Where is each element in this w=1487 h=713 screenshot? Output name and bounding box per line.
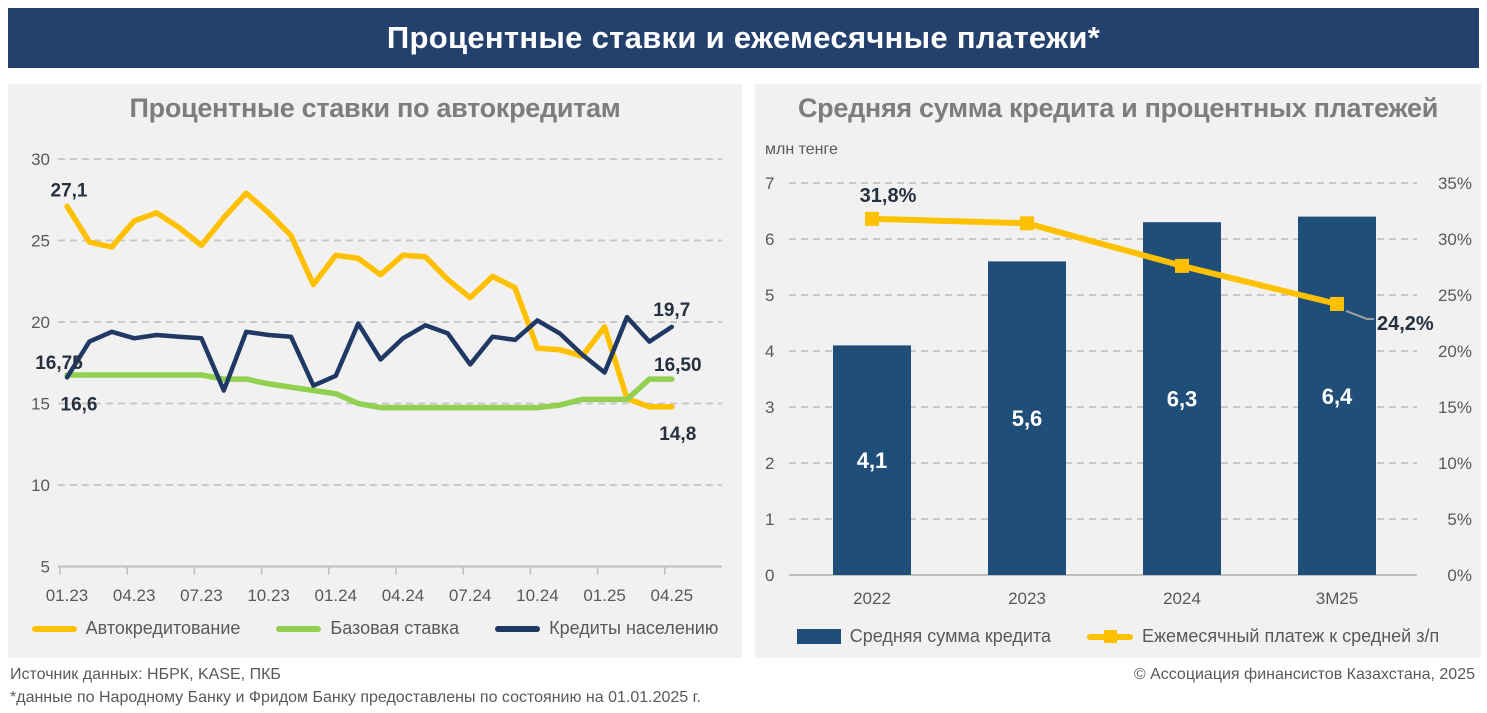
left-axis-tick-label: 2 xyxy=(765,454,774,473)
legend-label-autolending: Автокредитование xyxy=(85,618,241,638)
point-data-label: 27,1 xyxy=(51,180,88,201)
left-axis-unit-label: млн тенге xyxy=(765,141,838,158)
point-data-label: 16,75 xyxy=(35,353,83,374)
right-axis-tick-label: 25% xyxy=(1438,286,1472,305)
y-axis-tick-label: 5 xyxy=(41,558,50,577)
y-axis-tick-label: 20 xyxy=(31,313,50,332)
x-axis-tick-label: 04.25 xyxy=(651,586,694,605)
auto-loan-rates-panel: Процентные ставки по автокредитам 30 25 20… xyxy=(8,84,742,658)
payment-ratio-line xyxy=(871,215,1338,307)
avg-loan-panel: Средняя сумма кредита и процентных плате… xyxy=(755,84,1481,658)
bar-value-label: 6,3 xyxy=(1167,387,1198,412)
right-axis-tick-label: 30% xyxy=(1438,230,1472,249)
auto-loan-rates-line-chart: 30 25 20 15 10 5 01.23 04.23 07.23 10.23 01.24 04.2… xyxy=(31,150,722,605)
data-source-note: Источник данных: НБРК, KASE, ПКБ xyxy=(10,666,281,683)
legend-label-avg-loan: Средняя сумма кредита xyxy=(849,626,1051,646)
monthly-payment-line-swatch xyxy=(1086,629,1133,643)
right-axis-tick-label: 35% xyxy=(1438,174,1472,193)
x-axis-category-label: 2024 xyxy=(1163,589,1201,608)
copyright-note: © Ассоциация финансистов Казахстана, 202… xyxy=(1133,666,1475,683)
left-chart-title: Процентные ставки по автокредитам xyxy=(129,93,621,123)
line-marker xyxy=(1330,296,1344,311)
household-loans-line-swatch xyxy=(495,625,541,632)
left-axis-tick-label: 6 xyxy=(765,230,774,249)
bar-2022 xyxy=(833,345,911,575)
right-axis-tick-label: 10% xyxy=(1438,454,1472,473)
label-leader-line xyxy=(1345,310,1374,320)
legend-item-autolending: Автокредитование xyxy=(31,618,241,639)
left-axis-tick-label: 3 xyxy=(765,398,774,417)
legend-item-base-rate: Базовая ставка xyxy=(276,618,459,639)
x-axis-category-label: 3М25 xyxy=(1316,589,1359,608)
y-axis-tick-label: 10 xyxy=(31,476,50,495)
legend-item-avg-loan: Средняя сумма кредита xyxy=(796,626,1051,647)
bar-value-label: 6,4 xyxy=(1322,384,1353,409)
x-axis-tick-label: 01.24 xyxy=(315,586,358,605)
legend-item-household-loans: Кредиты населению xyxy=(495,618,718,639)
point-data-label: 16,6 xyxy=(61,394,98,415)
y-axis-tick-label: 15 xyxy=(31,395,50,414)
point-data-label: 19,7 xyxy=(653,300,690,321)
x-axis-tick-label: 01.23 xyxy=(46,586,89,605)
x-axis-tick-label: 04.24 xyxy=(382,586,425,605)
left-chart-legend: Автокредитование Базовая ставка Кредиты … xyxy=(8,618,742,639)
right-axis-tick-label: 0% xyxy=(1447,566,1472,585)
x-axis-tick-label: 01.25 xyxy=(583,586,626,605)
bar-value-label: 5,6 xyxy=(1012,406,1043,431)
x-axis-tick-label: 10.23 xyxy=(247,586,290,605)
x-axis-tick-label: 07.23 xyxy=(180,586,223,605)
x-axis-category-label: 2022 xyxy=(853,589,891,608)
point-data-label: 14,8 xyxy=(659,424,696,445)
line-data-label: 24,2% xyxy=(1377,313,1434,335)
legend-label-household-loans: Кредиты населению xyxy=(549,618,719,638)
bar-3М25 xyxy=(1298,216,1376,575)
line-marker xyxy=(865,211,879,226)
line-marker xyxy=(1020,216,1034,231)
data-asterisk-note: *данные по Народному Банку и Фридом Банк… xyxy=(10,689,701,706)
report-title: Процентные ставки и ежемесячные платежи* xyxy=(386,20,1101,55)
left-axis-tick-label: 7 xyxy=(765,174,774,193)
left-axis-tick-label: 0 xyxy=(765,566,774,585)
left-axis-tick-label: 4 xyxy=(765,342,774,361)
y-axis-tick-label: 25 xyxy=(31,232,50,251)
right-axis-tick-label: 15% xyxy=(1438,398,1472,417)
legend-label-monthly-payment: Ежемесячный платеж к средней з/п xyxy=(1141,626,1440,646)
legend-label-base-rate: Базовая ставка xyxy=(330,618,460,638)
series-line-1 xyxy=(64,372,675,411)
autolending-line-swatch xyxy=(31,625,77,632)
series-line-2 xyxy=(64,314,675,393)
line-marker xyxy=(1175,258,1189,273)
point-data-label: 16,50 xyxy=(654,355,702,376)
right-axis-tick-label: 20% xyxy=(1438,342,1472,361)
left-axis-tick-label: 1 xyxy=(765,510,774,529)
monthly-payment-marker-swatch xyxy=(1103,629,1117,643)
line-data-label: 31,8% xyxy=(860,185,917,207)
x-axis-tick-label: 10.24 xyxy=(516,586,559,605)
right-chart-title: Средняя сумма кредита и процентных плате… xyxy=(797,93,1439,123)
x-axis-tick-label: 07.24 xyxy=(449,586,492,605)
left-axis-tick-label: 5 xyxy=(765,286,774,305)
y-axis-tick-label: 30 xyxy=(31,150,50,169)
legend-item-monthly-payment: Ежемесячный платеж к средней з/п xyxy=(1086,626,1440,647)
right-axis-tick-label: 5% xyxy=(1447,510,1472,529)
bar-2024 xyxy=(1143,222,1221,575)
bar-value-label: 4,1 xyxy=(857,448,888,473)
series-line-0 xyxy=(64,190,675,410)
avg-loan-bar-swatch xyxy=(796,629,841,644)
x-axis-tick-label: 04.23 xyxy=(113,586,156,605)
base-rate-line-swatch xyxy=(276,625,322,632)
avg-loan-bar-chart: 7 35%6 30%5 25%4 20%3 15%2 10%1 5%0 0%4,120225,6… xyxy=(765,174,1472,608)
right-chart-legend: Средняя сумма кредита Ежемесячный платеж… xyxy=(755,626,1481,647)
x-axis-category-label: 2023 xyxy=(1008,589,1046,608)
report-title-bar: Процентные ставки и ежемесячные платежи* xyxy=(8,8,1479,68)
bar-2023 xyxy=(988,261,1066,575)
